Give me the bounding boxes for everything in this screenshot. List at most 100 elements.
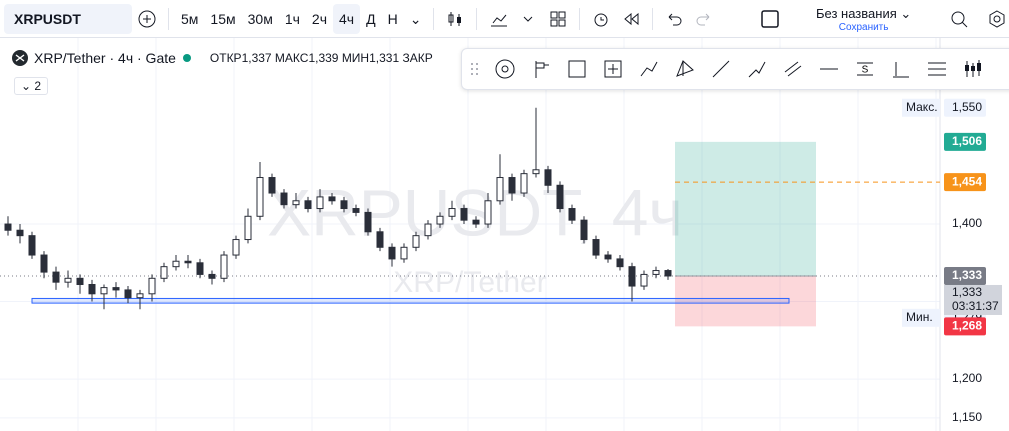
layouts[interactable] [543,4,573,34]
interval-button[interactable]: 30м [247,10,273,27]
price-badge-label: 1,333 [952,268,982,282]
symbol-search[interactable]: XRPUSDT [4,3,132,34]
candle-body [448,208,456,217]
price-tag-bg [902,308,940,327]
interval-button[interactable]: 1ч [284,10,300,27]
chart-type[interactable] [440,4,470,34]
candle-body [160,266,168,279]
candle-body [388,246,396,260]
search[interactable] [944,4,974,34]
candle-body [472,219,480,225]
candle-body [256,177,264,217]
price-badge-label: 1,550 [952,100,982,114]
price-badge [944,173,986,192]
candle-body [424,223,432,237]
candle-body [352,208,360,213]
watermark-symbol: XRPUSDT, 4ч [267,175,683,249]
tool[interactable] [926,58,948,80]
candle-body [52,271,60,283]
tool[interactable] [566,58,588,80]
legend: XRP/Tether · 4ч · Gate ОТКР1,337 МАКС1,3… [12,50,433,66]
candle-body [496,177,504,202]
candle-body [136,293,144,299]
price-tag: Мин. [906,310,933,324]
candle-body [184,260,192,264]
candle-body [292,200,300,206]
candle-body [412,235,420,248]
loss-zone [675,275,816,327]
indicators[interactable] [483,4,543,34]
candle-body [4,223,12,231]
watermark-name: XRP/Tether [393,266,546,299]
tool[interactable] [494,58,516,80]
last-price-label: 1,333 [952,285,982,299]
drawing-toolbar: S [461,48,1009,90]
candle-body [268,177,276,194]
interval-button[interactable]: 2ч [311,10,328,27]
redo[interactable] [689,4,719,34]
save-link[interactable]: Сохранить [838,22,889,33]
tool[interactable] [638,58,660,80]
status-dot [182,54,191,62]
candle-body [196,262,204,275]
candle-body [376,231,384,248]
interval-button[interactable]: 4ч [333,3,361,34]
candle-body [592,239,600,256]
interval-list: 5м 15м 30м 1ч 2ч 4ч Д Н ⌄ [175,3,427,34]
interval-more[interactable]: ⌄ [409,10,422,27]
interval-button[interactable]: 5м [181,10,199,27]
tool[interactable] [782,58,804,80]
add-symbol[interactable] [132,4,162,34]
tool[interactable] [710,58,732,80]
alert[interactable] [586,4,616,34]
tool[interactable] [530,58,552,80]
top-toolbar: XRPUSDT 5м 15м 30м 1ч 2ч 4ч Д Н ⌄ [0,0,1009,38]
candle-body [220,254,228,279]
candle-body [364,211,372,233]
candle-body [16,229,24,237]
interval-button[interactable]: Н [387,10,398,27]
candle-body [400,246,408,260]
candle-body [460,208,468,221]
layout-name[interactable]: Без названия ⌄ Сохранить [816,6,912,34]
drag-handle [471,63,478,75]
candle-body [100,287,108,295]
candle-body [604,254,612,260]
candle-body [664,270,672,277]
candle-body [628,266,636,287]
indicators-toggle[interactable]: ⌄ 2 [14,77,49,95]
interval-button[interactable]: Д [366,10,376,27]
candle-body [640,273,648,287]
replay[interactable] [616,4,646,34]
candle-body [76,277,84,285]
candle-body [148,277,156,295]
tool[interactable] [602,58,624,80]
undo[interactable] [659,4,689,34]
last-price-box [944,284,1002,315]
tool[interactable] [962,58,984,80]
candle-body [64,277,72,283]
price-badge [944,98,986,117]
interval-button[interactable]: 15м [210,10,236,27]
tool[interactable] [818,58,840,80]
candle-body [124,289,132,299]
tool[interactable] [746,58,768,80]
candle-body [508,177,516,194]
candle-body [484,200,492,225]
tool[interactable] [890,58,912,80]
candle-body [316,196,324,210]
profit-zone [675,141,816,276]
tool[interactable] [674,58,696,80]
support-zone [31,297,790,304]
ohlc-values: ОТКР1,337 МАКС1,339 МИН1,331 ЗАКР [209,51,433,65]
candle-body [280,192,288,206]
settings[interactable] [982,4,1009,34]
candle-body [328,196,336,202]
price-tag-bg [902,98,940,117]
layout-checkbox[interactable] [755,4,785,34]
price-tag: Макс. [906,100,938,114]
tool[interactable]: S [854,58,876,80]
candle-body [112,287,120,291]
